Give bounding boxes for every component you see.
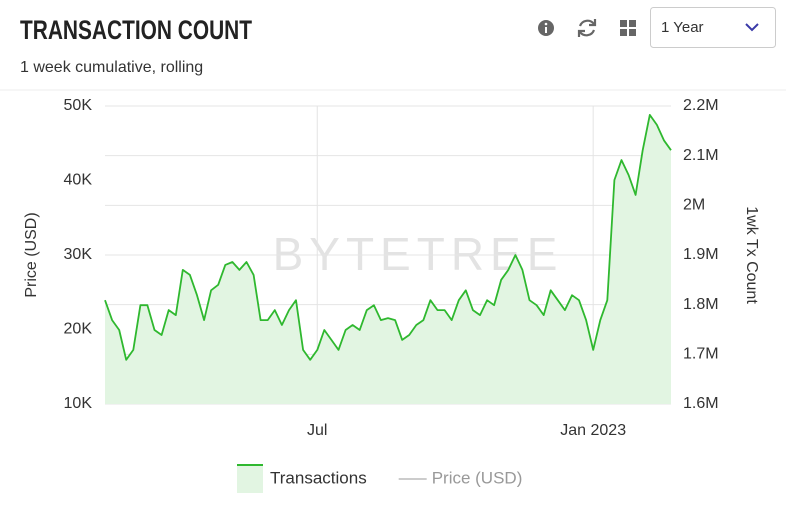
y2-axis-title: 1wk Tx Count xyxy=(743,206,760,304)
y-tick-label: 10K xyxy=(64,395,93,412)
legend-label: Price (USD) xyxy=(432,468,523,487)
y-tick-label: 20K xyxy=(64,321,93,338)
area xyxy=(105,114,671,405)
y2-tick-label: 1.8M xyxy=(683,296,719,313)
legend-swatch xyxy=(237,465,263,493)
info-icon[interactable] xyxy=(538,20,554,36)
chart-subtitle: 1 week cumulative, rolling xyxy=(20,59,203,76)
range-dropdown[interactable]: 1 Year xyxy=(650,7,776,48)
grid-view-icon[interactable] xyxy=(620,20,636,36)
x-tick-label: Jul xyxy=(307,422,327,439)
range-label: 1 Year xyxy=(661,19,704,36)
refresh-icon[interactable] xyxy=(577,19,597,37)
y2-tick-label: 1.6M xyxy=(683,395,719,412)
y2-tick-label: 2.2M xyxy=(683,97,719,114)
y-tick-label: 40K xyxy=(64,172,93,189)
y2-tick-label: 1.7M xyxy=(683,346,719,363)
chart-title: TRANSACTION COUNT xyxy=(20,15,252,45)
line xyxy=(104,114,672,361)
plot: 1.6M 1.7M 1.8M 1.9M 2M 2.1M 2.2M 10K 20K 30K 40K 50… xyxy=(64,97,719,439)
legend-item[interactable]: Price (USD) xyxy=(398,468,523,487)
y-axis-title: Price (USD) xyxy=(23,212,40,297)
y-tick-label: 30K xyxy=(64,246,93,263)
legend: Transactions Price (USD) xyxy=(237,464,523,493)
y2-tick-label: 2.1M xyxy=(683,147,719,164)
y2-tick-label: 1.9M xyxy=(683,246,719,263)
legend-label: Transactions xyxy=(270,468,367,487)
legend-item[interactable]: Transactions xyxy=(237,464,367,493)
x-tick-label: Jan 2023 xyxy=(560,422,626,439)
y2-tick-label: 2M xyxy=(683,197,705,214)
y-tick-label: 50K xyxy=(64,97,93,114)
